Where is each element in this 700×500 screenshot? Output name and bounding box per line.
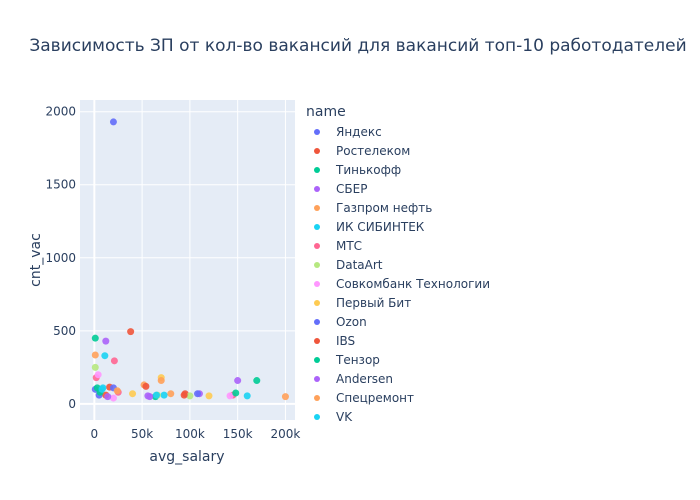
- y-tick-label: 0: [68, 397, 76, 411]
- y-tick-label: 2000: [45, 105, 76, 119]
- legend-marker-icon: [314, 375, 320, 382]
- data-point: [91, 363, 99, 371]
- legend-label: IBS: [336, 333, 356, 348]
- legend-title: name: [306, 104, 346, 120]
- data-point: [109, 118, 117, 126]
- data-point: [243, 392, 251, 400]
- legend-marker-icon: [314, 356, 320, 363]
- data-point: [144, 392, 152, 400]
- legend-label: Первый Бит: [336, 295, 412, 310]
- legend-marker-icon: [314, 337, 320, 344]
- legend-label: Ozon: [336, 314, 367, 329]
- data-point: [127, 328, 135, 336]
- legend-label: Яндекс: [336, 124, 382, 139]
- data-point: [113, 387, 121, 395]
- legend-marker-icon: [314, 185, 320, 192]
- legend-marker-icon: [314, 280, 320, 287]
- data-point: [186, 392, 194, 400]
- data-point: [205, 392, 213, 400]
- legend-item[interactable]: Тинькофф: [314, 160, 694, 179]
- data-point: [94, 371, 102, 379]
- legend-label: СБЕР: [336, 181, 368, 196]
- legend-marker-icon: [314, 261, 320, 268]
- legend-item[interactable]: Тензор: [314, 350, 694, 369]
- data-point: [194, 390, 202, 398]
- data-point: [101, 352, 109, 360]
- legend-label: DataArt: [336, 257, 383, 272]
- data-point: [234, 377, 242, 385]
- x-tick-label: 200k: [271, 427, 301, 441]
- y-axis-label: cnt_vac: [28, 233, 44, 287]
- legend-label: VK: [336, 409, 353, 424]
- legend-item[interactable]: Первый Бит: [314, 293, 694, 312]
- x-tick-labels: 0 50k 100k 150k 200k: [91, 427, 301, 441]
- data-point: [110, 357, 118, 365]
- data-point: [102, 337, 110, 345]
- data-point: [104, 393, 112, 401]
- legend-item[interactable]: МТС: [314, 236, 694, 255]
- data-point: [91, 334, 99, 342]
- x-axis-label: avg_salary: [149, 449, 224, 465]
- data-point: [180, 391, 188, 399]
- x-tick-label: 150k: [223, 427, 253, 441]
- legend-item[interactable]: ИК СИБИНТЕК: [314, 217, 694, 236]
- data-point: [167, 390, 175, 398]
- legend-item[interactable]: СБЕР: [314, 179, 694, 198]
- legend-item[interactable]: Яндекс: [314, 122, 694, 141]
- legend-marker-icon: [314, 128, 320, 135]
- legend-marker-icon: [314, 242, 320, 249]
- legend-label: Спецремонт: [336, 390, 415, 405]
- data-point: [226, 392, 234, 400]
- legend-label: Тинькофф: [336, 162, 402, 177]
- data-point: [129, 390, 137, 398]
- legend-label: Газпром нефть: [336, 200, 433, 215]
- legend-marker-icon: [314, 299, 320, 306]
- data-point: [160, 391, 168, 399]
- legend-label: Ростелеком: [336, 143, 411, 158]
- data-point: [109, 394, 117, 402]
- legend-marker-icon: [314, 166, 320, 173]
- legend-item[interactable]: Спецремонт: [314, 388, 694, 407]
- legend-label: Тензор: [336, 352, 380, 367]
- data-point: [98, 385, 106, 393]
- legend-marker-icon: [314, 394, 320, 401]
- plot-area: [80, 100, 295, 420]
- data-point: [253, 377, 261, 385]
- y-tick-label: 1500: [45, 178, 76, 192]
- legend-marker-icon: [314, 204, 320, 211]
- legend-item[interactable]: Совкомбанк Технологии: [314, 274, 694, 293]
- legend-marker-icon: [314, 413, 320, 420]
- legend-label: Andersen: [336, 371, 393, 386]
- data-point: [281, 393, 289, 401]
- legend-item[interactable]: Ozon: [314, 312, 694, 331]
- data-point: [142, 382, 150, 390]
- x-tick-label: 100k: [175, 427, 205, 441]
- x-tick-label: 0: [91, 427, 99, 441]
- data-point: [91, 351, 99, 359]
- data-points: [91, 118, 289, 402]
- legend-item[interactable]: IBS: [314, 331, 694, 350]
- y-tick-labels: 0 500 1000 1500 2000: [45, 105, 76, 411]
- data-point: [232, 389, 240, 397]
- legend-label: Совкомбанк Технологии: [336, 276, 491, 291]
- legend-item[interactable]: Ростелеком: [314, 141, 694, 160]
- legend-marker-icon: [314, 318, 320, 325]
- y-tick-label: 500: [53, 324, 76, 338]
- legend-item[interactable]: Andersen: [314, 369, 694, 388]
- chart-title: Зависимость ЗП от кол-во вакансий для ва…: [29, 36, 686, 56]
- legend-label: ИК СИБИНТЕК: [336, 219, 425, 234]
- legend-item[interactable]: Газпром нефть: [314, 198, 694, 217]
- legend-marker-icon: [314, 147, 320, 154]
- data-point: [157, 377, 165, 385]
- legend-marker-icon: [314, 223, 320, 230]
- legend-item[interactable]: DataArt: [314, 255, 694, 274]
- legend-item[interactable]: VK: [314, 407, 694, 424]
- y-tick-label: 1000: [45, 251, 76, 265]
- legend: name Яндекс Ростелеком Тинькофф СБЕР Газпром…: [306, 104, 700, 424]
- data-point: [152, 391, 160, 399]
- legend-label: МТС: [336, 238, 363, 253]
- x-tick-label: 50k: [131, 427, 153, 441]
